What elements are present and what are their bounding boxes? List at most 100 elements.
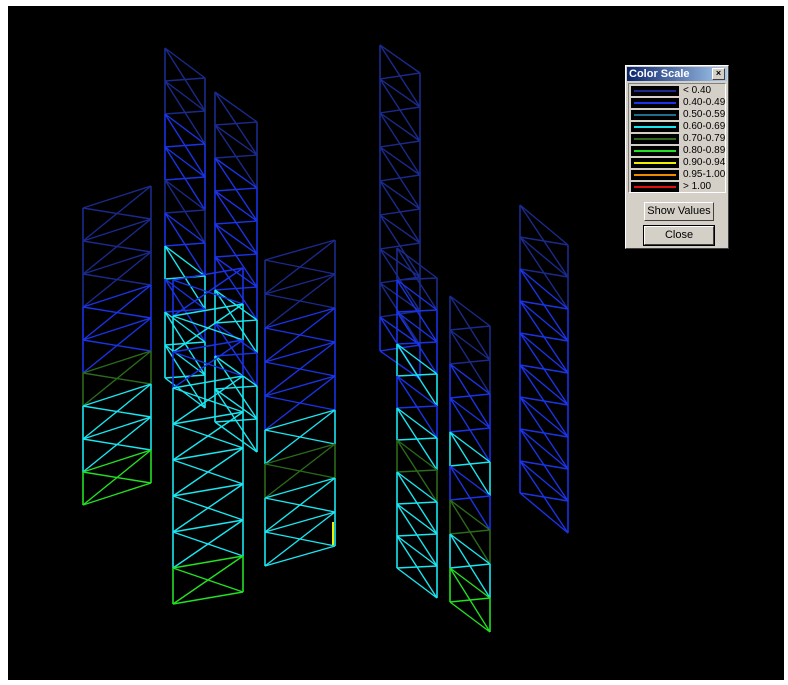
frame-member	[164, 212, 206, 244]
frame-member	[449, 363, 491, 395]
frame-member	[172, 339, 244, 353]
frame-member	[214, 253, 258, 258]
frame-member	[164, 47, 206, 79]
color-swatch	[631, 134, 679, 144]
color-swatch	[631, 110, 679, 120]
color-swatch-line	[634, 102, 676, 104]
frame-member	[82, 185, 152, 242]
frame-member	[164, 209, 206, 214]
frame-member	[519, 300, 569, 310]
frame-member	[379, 174, 421, 182]
frame-member	[172, 483, 244, 497]
frame-member	[449, 461, 491, 467]
frame-member	[519, 460, 569, 502]
frame-member	[172, 375, 244, 425]
close-icon[interactable]: ×	[712, 68, 725, 80]
frame-member	[82, 416, 152, 440]
frame-member	[264, 477, 336, 499]
frame-member	[449, 359, 491, 365]
frame-member	[172, 591, 244, 605]
frame-member	[264, 273, 336, 295]
color-swatch-line	[634, 174, 676, 176]
frame-member	[264, 341, 336, 363]
frame-member	[449, 397, 491, 429]
frame-member	[82, 449, 152, 506]
frame-member	[264, 307, 336, 363]
frame-member	[82, 317, 152, 374]
frame-member	[449, 325, 491, 331]
frame-member	[214, 124, 258, 156]
frame-member	[164, 374, 206, 379]
frame-member	[264, 273, 336, 329]
dialog-titlebar[interactable]: Color Scale ×	[627, 67, 727, 81]
color-scale-row: 0.90-0.94	[630, 157, 725, 169]
frame-member	[172, 447, 244, 461]
frame-member	[214, 355, 258, 387]
frame-member	[396, 565, 438, 569]
frame-member	[396, 439, 438, 471]
frame-member	[264, 341, 336, 397]
frame-member	[214, 220, 258, 225]
frame-member	[164, 242, 206, 247]
frame-member	[82, 218, 152, 242]
frame-member	[172, 303, 244, 317]
color-scale-row: 0.50-0.59	[630, 109, 725, 121]
frame-member	[449, 295, 491, 327]
frame-member	[379, 44, 421, 74]
frame-member	[396, 567, 438, 599]
color-scale-dialog: Color Scale × < 0.40 0.40-0.49 0.50-0.59 0.…	[625, 65, 729, 249]
frame-member	[264, 443, 336, 499]
structure-model[interactable]	[8, 6, 784, 680]
frame-member	[449, 431, 491, 463]
show-values-button[interactable]: Show Values	[644, 202, 714, 221]
frame-member	[396, 247, 438, 279]
frame-member	[379, 146, 421, 176]
frame-member	[264, 511, 336, 567]
frame-member	[82, 416, 152, 473]
frame-member	[264, 409, 336, 431]
frame-member	[214, 418, 258, 423]
color-scale-row: 0.70-0.79	[630, 133, 725, 145]
frame-member	[214, 187, 258, 192]
frame-member	[519, 300, 569, 342]
color-scale-label: > 1.00	[683, 181, 712, 192]
frame-member	[396, 343, 438, 375]
close-button[interactable]: Close	[643, 225, 715, 246]
frame-member	[164, 278, 206, 310]
frame-member	[519, 396, 569, 406]
frame-member	[264, 239, 336, 261]
frame-member	[264, 443, 336, 465]
frame-member	[519, 492, 569, 502]
frame-member	[396, 373, 438, 377]
frame-member	[449, 393, 491, 399]
frame-member	[264, 409, 336, 465]
color-swatch	[631, 98, 679, 108]
frame-member	[396, 407, 438, 439]
color-swatch	[631, 122, 679, 132]
frame-member	[519, 492, 569, 534]
frame-member	[519, 428, 569, 470]
frame-member	[396, 277, 438, 281]
frame-member	[264, 477, 336, 533]
frame-member	[449, 601, 491, 633]
frame-member	[214, 154, 258, 159]
frame-member	[164, 146, 206, 178]
frame-member	[164, 179, 206, 211]
frame-member	[379, 316, 421, 346]
frame-member	[172, 483, 244, 533]
frame-member	[449, 597, 491, 603]
frame-member	[164, 77, 206, 82]
frame-member	[396, 341, 438, 345]
frame-member	[164, 308, 206, 313]
frame-member	[172, 519, 244, 569]
frame-member	[164, 113, 206, 145]
frame-member	[82, 350, 152, 407]
frame-member	[379, 208, 421, 216]
color-swatch-line	[634, 90, 676, 92]
frame-member	[214, 388, 258, 420]
frame-member	[214, 121, 258, 126]
frame-member	[82, 383, 152, 440]
frame-member	[449, 567, 491, 599]
frame-member	[82, 218, 152, 275]
frame-member	[379, 112, 421, 142]
